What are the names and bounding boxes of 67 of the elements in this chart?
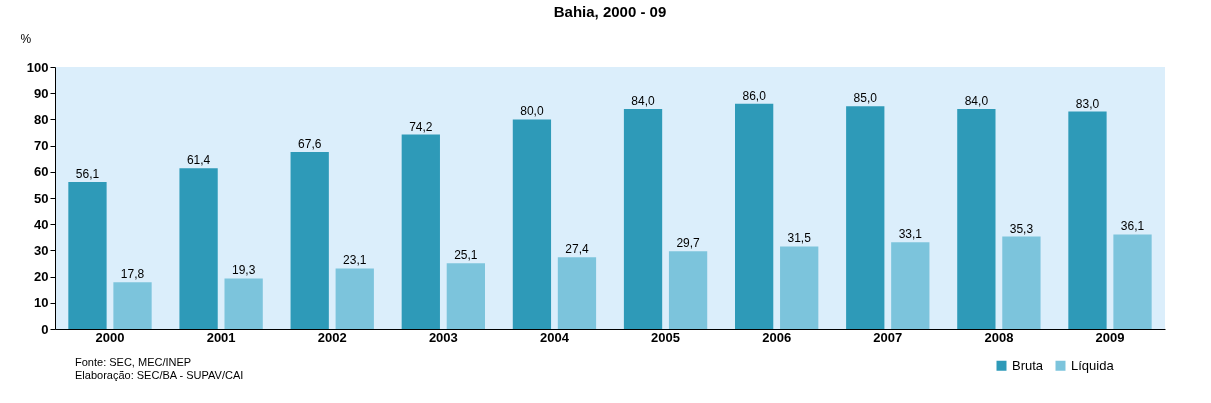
data-label: 31,5	[787, 231, 812, 246]
x-tick-label: 2004	[539, 329, 570, 345]
y-tick-label: 20	[34, 269, 49, 285]
data-label: 80,0	[520, 104, 544, 119]
data-label: 23,1	[343, 253, 367, 268]
x-tick-label: 2003	[428, 329, 458, 345]
bar	[957, 108, 996, 329]
x-tick-label: 2002	[317, 329, 347, 345]
bar	[512, 119, 552, 329]
bar	[446, 263, 485, 329]
data-label: 25,1	[454, 248, 478, 263]
x-tick-label: 2009	[1095, 329, 1125, 345]
y-tick-label: 0	[41, 321, 49, 337]
bar	[1113, 234, 1152, 329]
y-tick-label: 40	[34, 216, 49, 232]
x-tick-label: 2008	[984, 329, 1014, 345]
legend-label: Líquida	[1071, 357, 1115, 373]
data-label: 29,7	[676, 236, 701, 251]
bar	[68, 182, 107, 329]
x-tick-label: 2001	[206, 329, 236, 345]
y-tick-label: 50	[34, 190, 49, 206]
data-label: 61,4	[186, 153, 211, 168]
text: Elaboração: SEC/BA - SUPAV/CAI	[75, 369, 244, 381]
data-label: 27,4	[565, 242, 589, 257]
y-tick-label: 70	[34, 138, 49, 154]
data-label: 67,6	[298, 136, 322, 151]
x-tick-label: 2005	[651, 329, 681, 345]
y-tick-label: 10	[34, 295, 49, 311]
x-tick-label: 2000	[95, 329, 125, 345]
chart-title: Bahia, 2000 - 09	[553, 3, 667, 20]
data-label: 19,3	[231, 263, 256, 278]
source-note: Fonte: SEC, MEC/INEP	[75, 356, 192, 368]
y-tick-label: 30	[34, 242, 49, 258]
y-tick-label: 80	[34, 111, 49, 127]
x-tick-label: 2007	[873, 329, 903, 345]
data-label: 85,0	[853, 91, 878, 106]
bar	[557, 257, 597, 329]
data-label: 36,1	[1120, 219, 1145, 234]
bar	[224, 278, 263, 329]
legend-label: Bruta	[1012, 357, 1044, 373]
data-label: 84,0	[964, 93, 989, 108]
bar	[891, 242, 930, 329]
bar	[335, 268, 374, 329]
bar	[1068, 111, 1107, 329]
y-axis-title: %	[20, 31, 32, 46]
bar	[623, 108, 663, 329]
x-tick-label: 2006	[762, 329, 792, 345]
data-label: 33,1	[898, 227, 923, 242]
data-label: 83,0	[1075, 96, 1100, 111]
bar	[290, 151, 329, 329]
data-label: 35,3	[1009, 221, 1034, 236]
bar	[846, 106, 885, 329]
bar	[113, 282, 152, 329]
y-tick-label: 60	[34, 164, 49, 180]
bar	[1002, 236, 1041, 329]
bar	[780, 246, 819, 329]
data-label: 86,0	[742, 88, 767, 103]
data-label: 84,0	[631, 93, 656, 108]
data-label: 17,8	[120, 267, 145, 282]
data-label: 74,2	[409, 119, 433, 134]
bar	[401, 134, 440, 329]
bar	[668, 251, 708, 329]
bar	[735, 103, 774, 329]
y-tick-label: 100	[26, 59, 49, 75]
bar	[179, 168, 218, 329]
y-tick-label: 90	[34, 85, 49, 101]
data-label: 56,1	[75, 167, 100, 182]
